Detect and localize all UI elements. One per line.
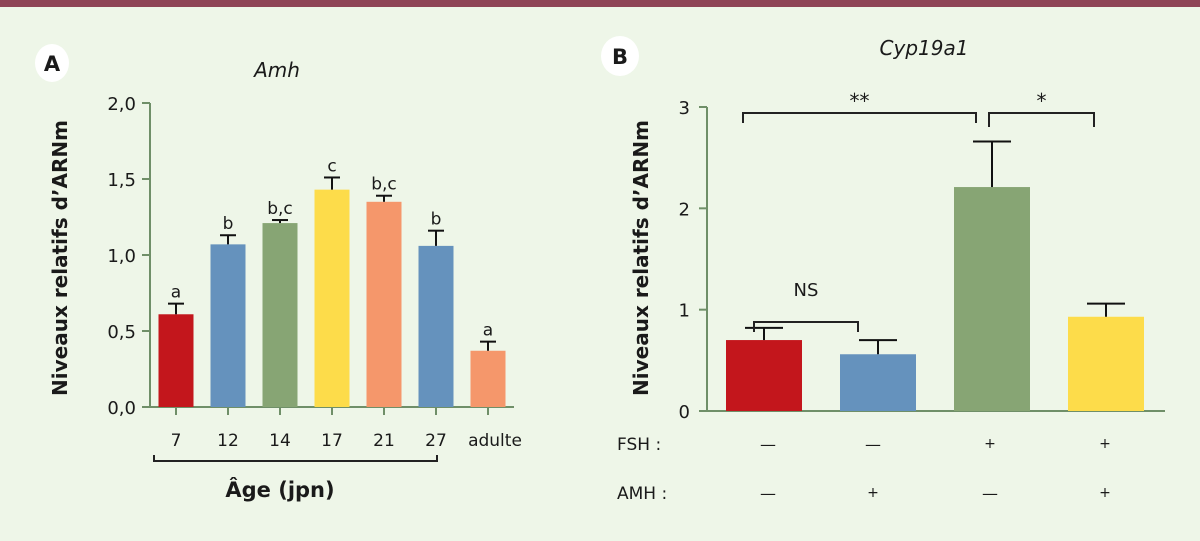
bar-1 — [726, 340, 802, 411]
panel-a-letter: A — [44, 52, 61, 76]
x-tick-label: 7 — [171, 431, 182, 451]
chart-b-title: Cyp19a1 — [880, 36, 969, 60]
x-tick-label: 12 — [217, 431, 239, 451]
bar-27 — [418, 245, 454, 407]
condition-value: — — [760, 484, 776, 503]
x-tick-label: 27 — [425, 431, 447, 451]
condition-value: + — [1099, 485, 1111, 501]
y-tick-label: 0 — [679, 402, 690, 423]
condition-value: + — [984, 436, 996, 452]
bar-4 — [1068, 316, 1144, 411]
y-tick-label: 1 — [679, 301, 690, 322]
condition-value: — — [982, 484, 998, 503]
significance-letter: b — [431, 210, 442, 230]
condition-label: AMH : — [617, 484, 667, 504]
top-accent-bar — [0, 0, 1200, 7]
chart-a-ylabel: Niveaux relatifs d’ARNm — [48, 120, 72, 396]
bar-21 — [366, 201, 402, 407]
y-tick-label: 1,5 — [107, 170, 136, 191]
chart-a-xlabel: Âge (jpn) — [225, 477, 334, 502]
significance-bracket — [753, 321, 859, 332]
significance-bracket — [742, 112, 977, 123]
condition-value: — — [760, 435, 776, 454]
chart-b-ylabel: Niveaux relatifs d’ARNm — [629, 120, 653, 396]
bar-7 — [158, 314, 194, 407]
bar-14 — [262, 223, 298, 407]
panel-b-letter: B — [612, 45, 628, 69]
x-tick-label: 14 — [269, 431, 291, 451]
significance-bracket — [988, 112, 1095, 127]
significance-letter: b,c — [371, 175, 397, 195]
significance-letter: b — [223, 214, 234, 234]
y-tick-label: 2 — [679, 199, 690, 220]
condition-value: — — [865, 435, 881, 454]
y-tick-label: 0,5 — [107, 322, 136, 343]
age-bracket — [153, 455, 438, 462]
significance-label: * — [1037, 89, 1047, 113]
bar-adulte — [470, 350, 506, 407]
chart-a-title: Amh — [252, 58, 300, 82]
significance-letter: a — [171, 283, 181, 303]
panel-b-badge: B — [601, 36, 639, 76]
chart-a: 0,0 0,5 1,0 1,5 2,0 a 7 b 12 b,c 14 c 17 b,c 21 b 27 a adu… — [107, 94, 522, 462]
condition-label: FSH : — [617, 435, 661, 455]
bar-3 — [954, 187, 1030, 411]
significance-letter: a — [483, 321, 493, 341]
bar-17 — [314, 189, 350, 407]
x-tick-label: 17 — [321, 431, 343, 451]
x-tick-label: 21 — [373, 431, 395, 451]
bar-12 — [210, 244, 246, 407]
y-tick-label: 0,0 — [107, 398, 136, 419]
y-tick-label: 2,0 — [107, 94, 136, 115]
significance-label: NS — [794, 280, 819, 301]
panel-a-badge: A — [35, 44, 69, 82]
y-tick-label: 1,0 — [107, 246, 136, 267]
significance-letter: b,c — [267, 199, 293, 219]
significance-letter: c — [327, 156, 336, 176]
condition-value: + — [867, 485, 879, 501]
significance-label: ** — [850, 89, 870, 113]
y-tick-label: 3 — [679, 98, 690, 119]
bar-2 — [840, 354, 916, 411]
x-tick-label: adulte — [468, 431, 522, 451]
condition-value: + — [1099, 436, 1111, 452]
